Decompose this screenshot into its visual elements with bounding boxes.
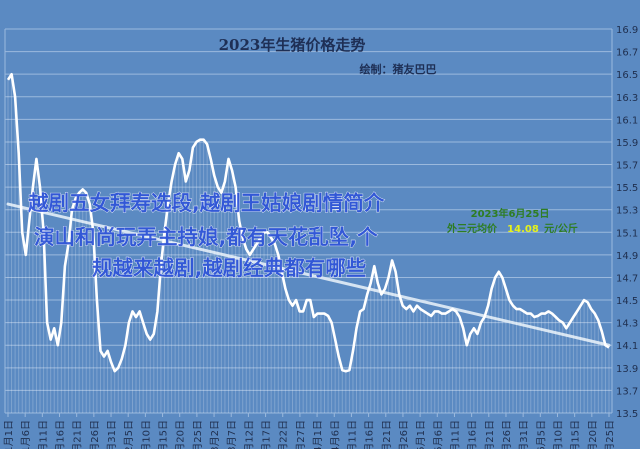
x-tick-label: 6月25日 — [604, 420, 616, 449]
price-series-line — [6, 72, 610, 373]
x-tick-label: 4月11日 — [346, 420, 358, 449]
x-tick-label: 2月15日 — [158, 420, 170, 449]
annotation-unit: 元/公斤 — [544, 222, 578, 235]
annotation-label: 外三元均价 — [446, 222, 498, 235]
x-tick-label: 6月20日 — [587, 420, 599, 449]
annotation-date: 2023年6月25日 — [471, 207, 550, 220]
x-tick-label: 5月31日 — [518, 420, 530, 449]
y-tick-label: 16.3 — [616, 93, 638, 104]
y-tick-label: 13.5 — [616, 409, 638, 420]
x-tick-label: 4月6日 — [329, 420, 341, 449]
x-tick-label: 1月26日 — [89, 420, 101, 449]
overlay-line-2: 演山和尚玩弄主持娘,都有天花乱坠,个 — [34, 225, 378, 249]
x-tick-label: 1月31日 — [106, 420, 118, 449]
y-tick-label: 15.7 — [616, 161, 638, 172]
x-tick-label: 1月16日 — [55, 420, 67, 449]
x-tick-label: 5月21日 — [484, 420, 496, 449]
x-tick-label: 1月6日 — [20, 420, 32, 449]
x-axis: 1月1日 1月6日 1月11日 1月16日 1月21日 1月26日 1月31日 2月5日 2月1… — [3, 413, 616, 449]
x-tick-label: 3月12日 — [243, 420, 255, 449]
y-tick-label: 13.7 — [616, 386, 638, 397]
x-tick-label: 3月2日 — [209, 420, 221, 449]
chart-subtitle: 绘制：猪友巴巴 — [360, 62, 437, 76]
x-tick-label: 3月7日 — [226, 420, 238, 449]
y-axis: 13.5 13.7 13.9 14.1 14.3 14.5 14.7 14.9 15.1 15.3… — [616, 25, 638, 420]
x-tick-label: 6月10日 — [552, 420, 564, 449]
y-tick-label: 16.7 — [616, 48, 638, 59]
y-tick-label: 15.9 — [616, 138, 638, 149]
x-tick-label: 2月10日 — [140, 420, 152, 449]
x-tick-label: 5月26日 — [501, 420, 513, 449]
x-tick-label: 5月1日 — [415, 420, 427, 449]
y-tick-label: 14.5 — [616, 296, 638, 307]
y-tick-label: 15.3 — [616, 206, 638, 217]
y-tick-label: 15.5 — [616, 183, 638, 194]
x-tick-label: 2月5日 — [123, 420, 135, 449]
x-tick-label: 4月1日 — [312, 420, 324, 449]
y-tick-label: 13.9 — [616, 364, 638, 375]
y-tick-label: 16.5 — [616, 70, 638, 81]
x-tick-label: 5月16日 — [467, 420, 479, 449]
x-tick-label: 3月17日 — [261, 420, 273, 449]
x-tick-label: 2月25日 — [192, 420, 204, 449]
annotation-value: 14.08 — [507, 224, 539, 235]
x-tick-label: 5月6日 — [432, 420, 444, 449]
x-tick-label: 1月11日 — [37, 420, 49, 449]
x-tick-label: 6月5日 — [535, 420, 547, 449]
x-tick-label: 3月22日 — [278, 420, 290, 449]
x-tick-label: 4月26日 — [398, 420, 410, 449]
x-tick-label: 3月27日 — [295, 420, 307, 449]
overlay-line-3: 规越来越剧,越剧经典都有哪些 — [92, 256, 366, 280]
y-tick-label: 14.1 — [616, 341, 638, 352]
x-tick-label: 4月16日 — [364, 420, 376, 449]
price-annotation: 2023年6月25日 外三元均价 14.08 元/公斤 — [446, 207, 578, 235]
grid-layer — [4, 28, 613, 414]
x-tick-label: 2月20日 — [175, 420, 187, 449]
y-tick-label: 15.1 — [616, 228, 638, 239]
series-layer — [6, 72, 610, 413]
x-tick-label: 5月11日 — [449, 420, 461, 449]
y-tick-label: 16.1 — [616, 115, 638, 126]
x-tick-label: 6月15日 — [570, 420, 582, 449]
y-tick-label: 14.9 — [616, 251, 638, 262]
chart-title: 2023年生猪价格走势 — [219, 36, 366, 54]
x-tick-label: 1月21日 — [72, 420, 84, 449]
y-tick-label: 14.7 — [616, 273, 638, 284]
trend-line — [6, 202, 611, 347]
y-tick-label: 16.9 — [616, 25, 638, 36]
x-tick-label: 4月21日 — [381, 420, 393, 449]
x-tick-label: 1月1日 — [3, 420, 15, 449]
overlay-text: 越剧五女拜寿选段,越剧王姑娘剧情简介 演山和尚玩弄主持娘,都有天花乱坠,个 规越… — [27, 191, 386, 281]
y-tick-label: 14.3 — [616, 319, 638, 330]
overlay-line-1: 越剧五女拜寿选段,越剧王姑娘剧情简介 — [27, 191, 385, 215]
